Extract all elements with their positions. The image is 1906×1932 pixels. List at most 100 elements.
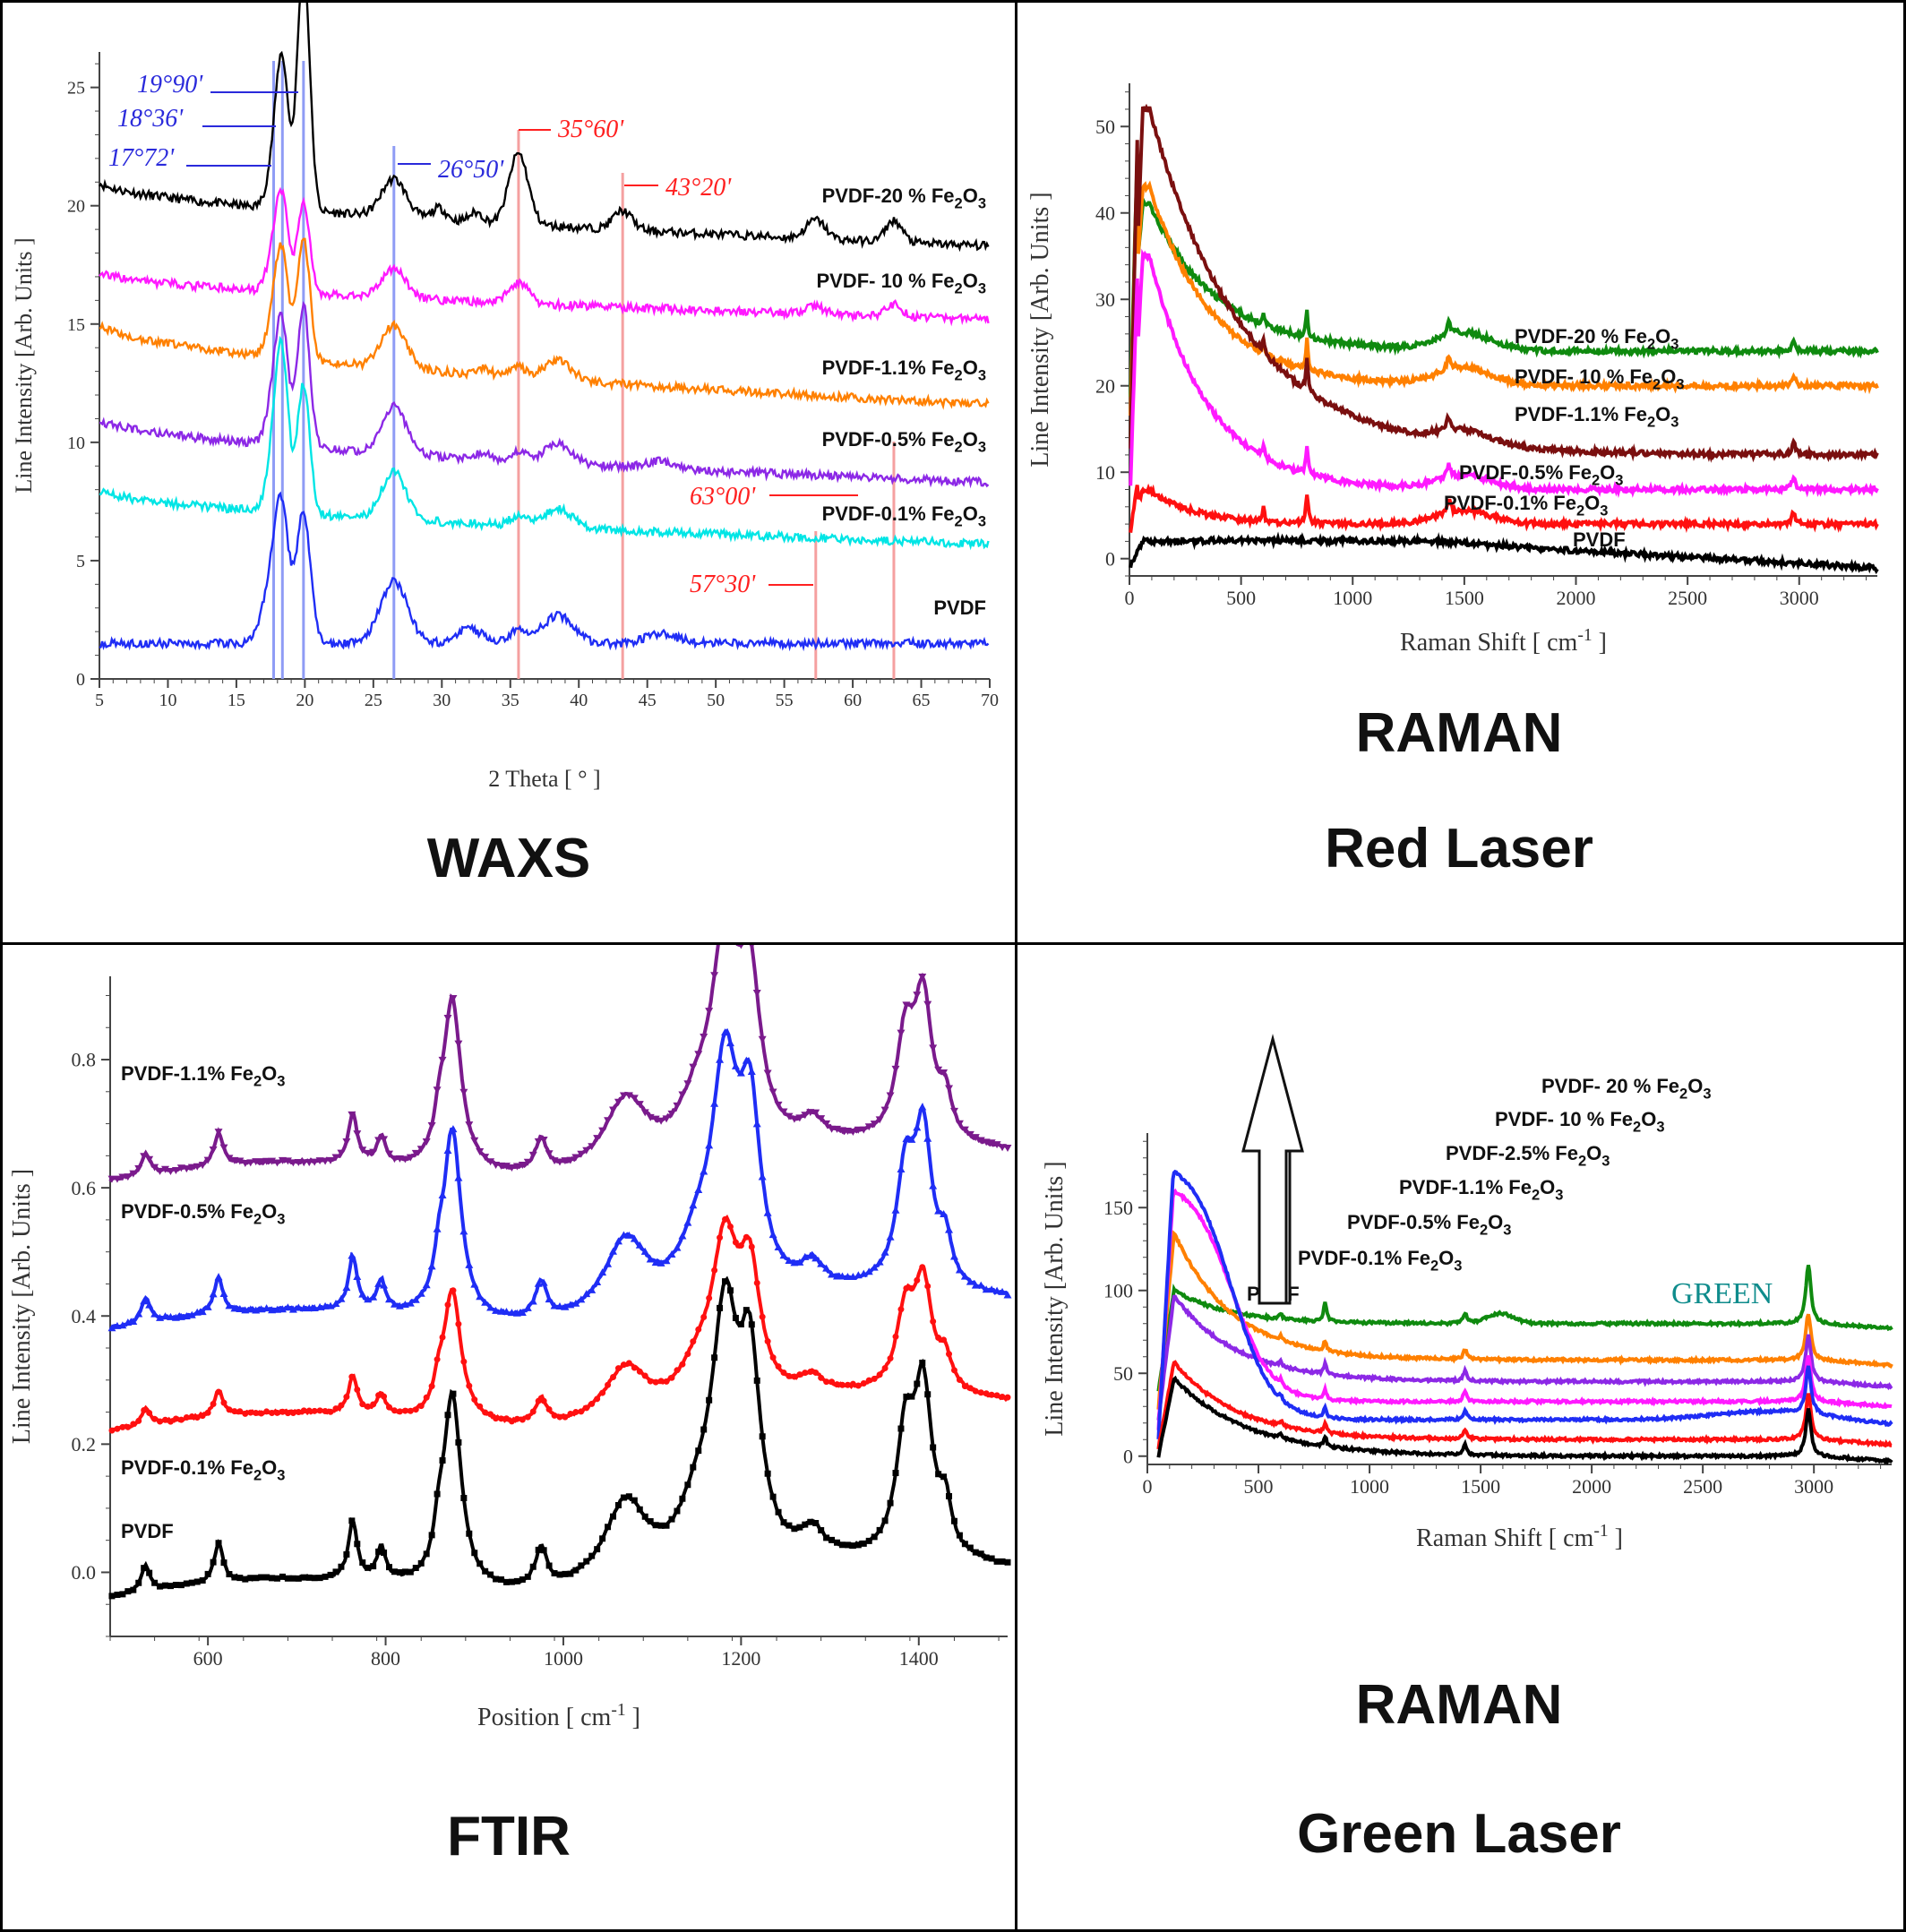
waxs-panel: 5 10 15 20 25 30 35 40 45 50 55 60 65 70 0 5 10 15 20 25 Lin…: [3, 3, 1015, 942]
y-tick-label: 0.4: [72, 1305, 97, 1327]
waxs-series-label: PVDF: [933, 597, 986, 619]
label-part: 3: [1656, 1120, 1664, 1136]
x-tick-label: 40: [570, 691, 588, 710]
y-tick-label: 0.6: [72, 1177, 97, 1199]
waxs-series-label: PVDF-0.1% Fe2O3: [822, 502, 986, 530]
y-axis-label: Line Intensity [Arb. Units ]: [11, 237, 37, 493]
label-part: O: [1641, 1108, 1656, 1130]
raman-green-series-line: [1156, 1294, 1893, 1421]
raman-red-series-label: PVDF-1.1% Fe2O3: [1515, 403, 1678, 431]
label-part: PVDF-0.5% Fe: [1347, 1211, 1480, 1233]
label-part: 3: [1670, 415, 1678, 431]
label-part: 2: [1653, 377, 1661, 393]
raman-green-series-label: PVDF- 20 % Fe2O3: [1541, 1075, 1712, 1103]
y-axis-label: Line Intensity [Arb. Units ]: [8, 1169, 36, 1444]
label-part: PVDF-2.5% Fe: [1446, 1142, 1578, 1164]
label-part: 3: [978, 440, 986, 456]
label-part: 2: [1679, 1086, 1687, 1103]
ftir-series-line: [108, 1275, 1009, 1600]
label-part: PVDF: [933, 597, 986, 619]
raman-green-series-line: [1156, 1169, 1893, 1440]
raman-red-series-label: PVDF-20 % Fe2O3: [1515, 325, 1678, 353]
label-part: O: [963, 356, 978, 379]
label-part: PVDF- 10 % Fe: [1495, 1108, 1633, 1130]
x-axis-label-part: 2 Theta [ ° ]: [488, 766, 600, 792]
label-part: O: [262, 1456, 277, 1479]
ftir-series-markers: [108, 1215, 1011, 1434]
ftir-chart: 600 800 1000 1200 1400 0.0 0.2 0.4 0.6 0.8 Line In…: [8, 945, 1012, 1731]
label-part: O: [1661, 365, 1676, 388]
x-axis-label-part: -1: [611, 1701, 625, 1720]
x-tick-label: 1400: [899, 1647, 939, 1670]
label-part: PVDF-20 % Fe: [1515, 325, 1647, 348]
raman-red-series-label: PVDF: [1573, 528, 1626, 551]
label-part: 3: [978, 196, 986, 212]
raman-red-series-label: PVDF- 10 % Fe2O3: [1515, 365, 1685, 393]
label-part: PVDF- 10 % Fe: [816, 270, 954, 292]
ftir-series-line: [108, 1215, 1009, 1434]
y-tick-label: 20: [1095, 374, 1115, 397]
label-part: O: [262, 1200, 277, 1223]
label-part: 2: [253, 1074, 262, 1090]
x-tick-label: 65: [913, 691, 931, 710]
x-axis-label: Position [ cm-1 ]: [477, 1701, 640, 1731]
label-part: O: [1540, 1176, 1555, 1198]
x-tick-label: 55: [776, 691, 794, 710]
label-part: 2: [253, 1468, 262, 1484]
y-tick-label: 10: [1095, 461, 1115, 484]
label-part: 3: [277, 1468, 285, 1484]
y-tick-label: 15: [67, 315, 85, 335]
x-tick-label: 3000: [1794, 1475, 1833, 1498]
y-tick-label: 0: [1105, 547, 1115, 570]
label-part: 3: [978, 368, 986, 384]
label-part: 2: [1430, 1258, 1438, 1275]
label-part: O: [1655, 325, 1670, 348]
label-part: 3: [1454, 1258, 1462, 1275]
raman-green-series-line: [1156, 1375, 1893, 1465]
x-tick-label: 2500: [1683, 1475, 1722, 1498]
waxs-series-line: [99, 186, 990, 327]
x-axis-label: Raman Shift [ cm-1 ]: [1416, 1522, 1623, 1552]
raman-green-series-line: [1156, 1265, 1893, 1392]
raman-green-series-label: PVDF-0.5% Fe2O3: [1347, 1211, 1511, 1239]
label-part: 2: [955, 281, 963, 297]
label-part: O: [963, 270, 978, 292]
x-tick-label: 3000: [1780, 587, 1819, 609]
x-tick-label: 20: [296, 691, 313, 710]
waxs-peak-annotation: 63°00': [690, 483, 756, 511]
ftir-series-label: PVDF-1.1% Fe2O3: [121, 1062, 285, 1090]
label-part: PVDF-1.1% Fe: [1515, 403, 1647, 425]
label-part: PVDF-0.1% Fe: [1298, 1247, 1430, 1269]
x-tick-label: 50: [707, 691, 725, 710]
label-part: 3: [277, 1212, 285, 1228]
label-part: 2: [1480, 1223, 1488, 1239]
raman-green-chart: 0 500 1000 1500 2000 2500 3000 0 50 100 150 Line In…: [1041, 1034, 1893, 1552]
x-tick-label: 2500: [1668, 587, 1707, 609]
label-part: O: [1584, 492, 1600, 514]
label-part: O: [1687, 1075, 1703, 1097]
label-part: PVDF-1.1% Fe: [1399, 1176, 1532, 1198]
x-tick-label: 30: [433, 691, 451, 710]
raman-red-title-line1: RAMAN: [1355, 702, 1563, 764]
label-part: PVDF-0.1% Fe: [121, 1456, 253, 1479]
raman-red-series-line: [1129, 531, 1879, 575]
raman-green-title-line2: Green Laser: [1297, 1803, 1621, 1865]
label-part: 2: [955, 514, 963, 530]
label-part: 2: [253, 1212, 262, 1228]
label-part: O: [963, 502, 978, 525]
x-tick-label: 600: [193, 1647, 223, 1670]
raman-green-series-label: PVDF- 10 % Fe2O3: [1495, 1108, 1665, 1136]
ftir-title: FTIR: [447, 1806, 571, 1868]
x-tick-label: 1200: [721, 1647, 760, 1670]
label-part: O: [1655, 403, 1670, 425]
y-tick-label: 25: [67, 79, 85, 99]
x-axis-label-part: -1: [1593, 1522, 1608, 1541]
ftir-series-label: PVDF-0.1% Fe2O3: [121, 1456, 285, 1484]
label-part: 3: [1615, 473, 1623, 489]
label-part: 2: [955, 368, 963, 384]
x-tick-label: 15: [228, 691, 245, 710]
label-part: 3: [1670, 337, 1678, 353]
x-tick-label: 2000: [1557, 587, 1596, 609]
raman-red-series-line: [1129, 103, 1879, 463]
ftir-series-label: PVDF: [121, 1520, 174, 1542]
